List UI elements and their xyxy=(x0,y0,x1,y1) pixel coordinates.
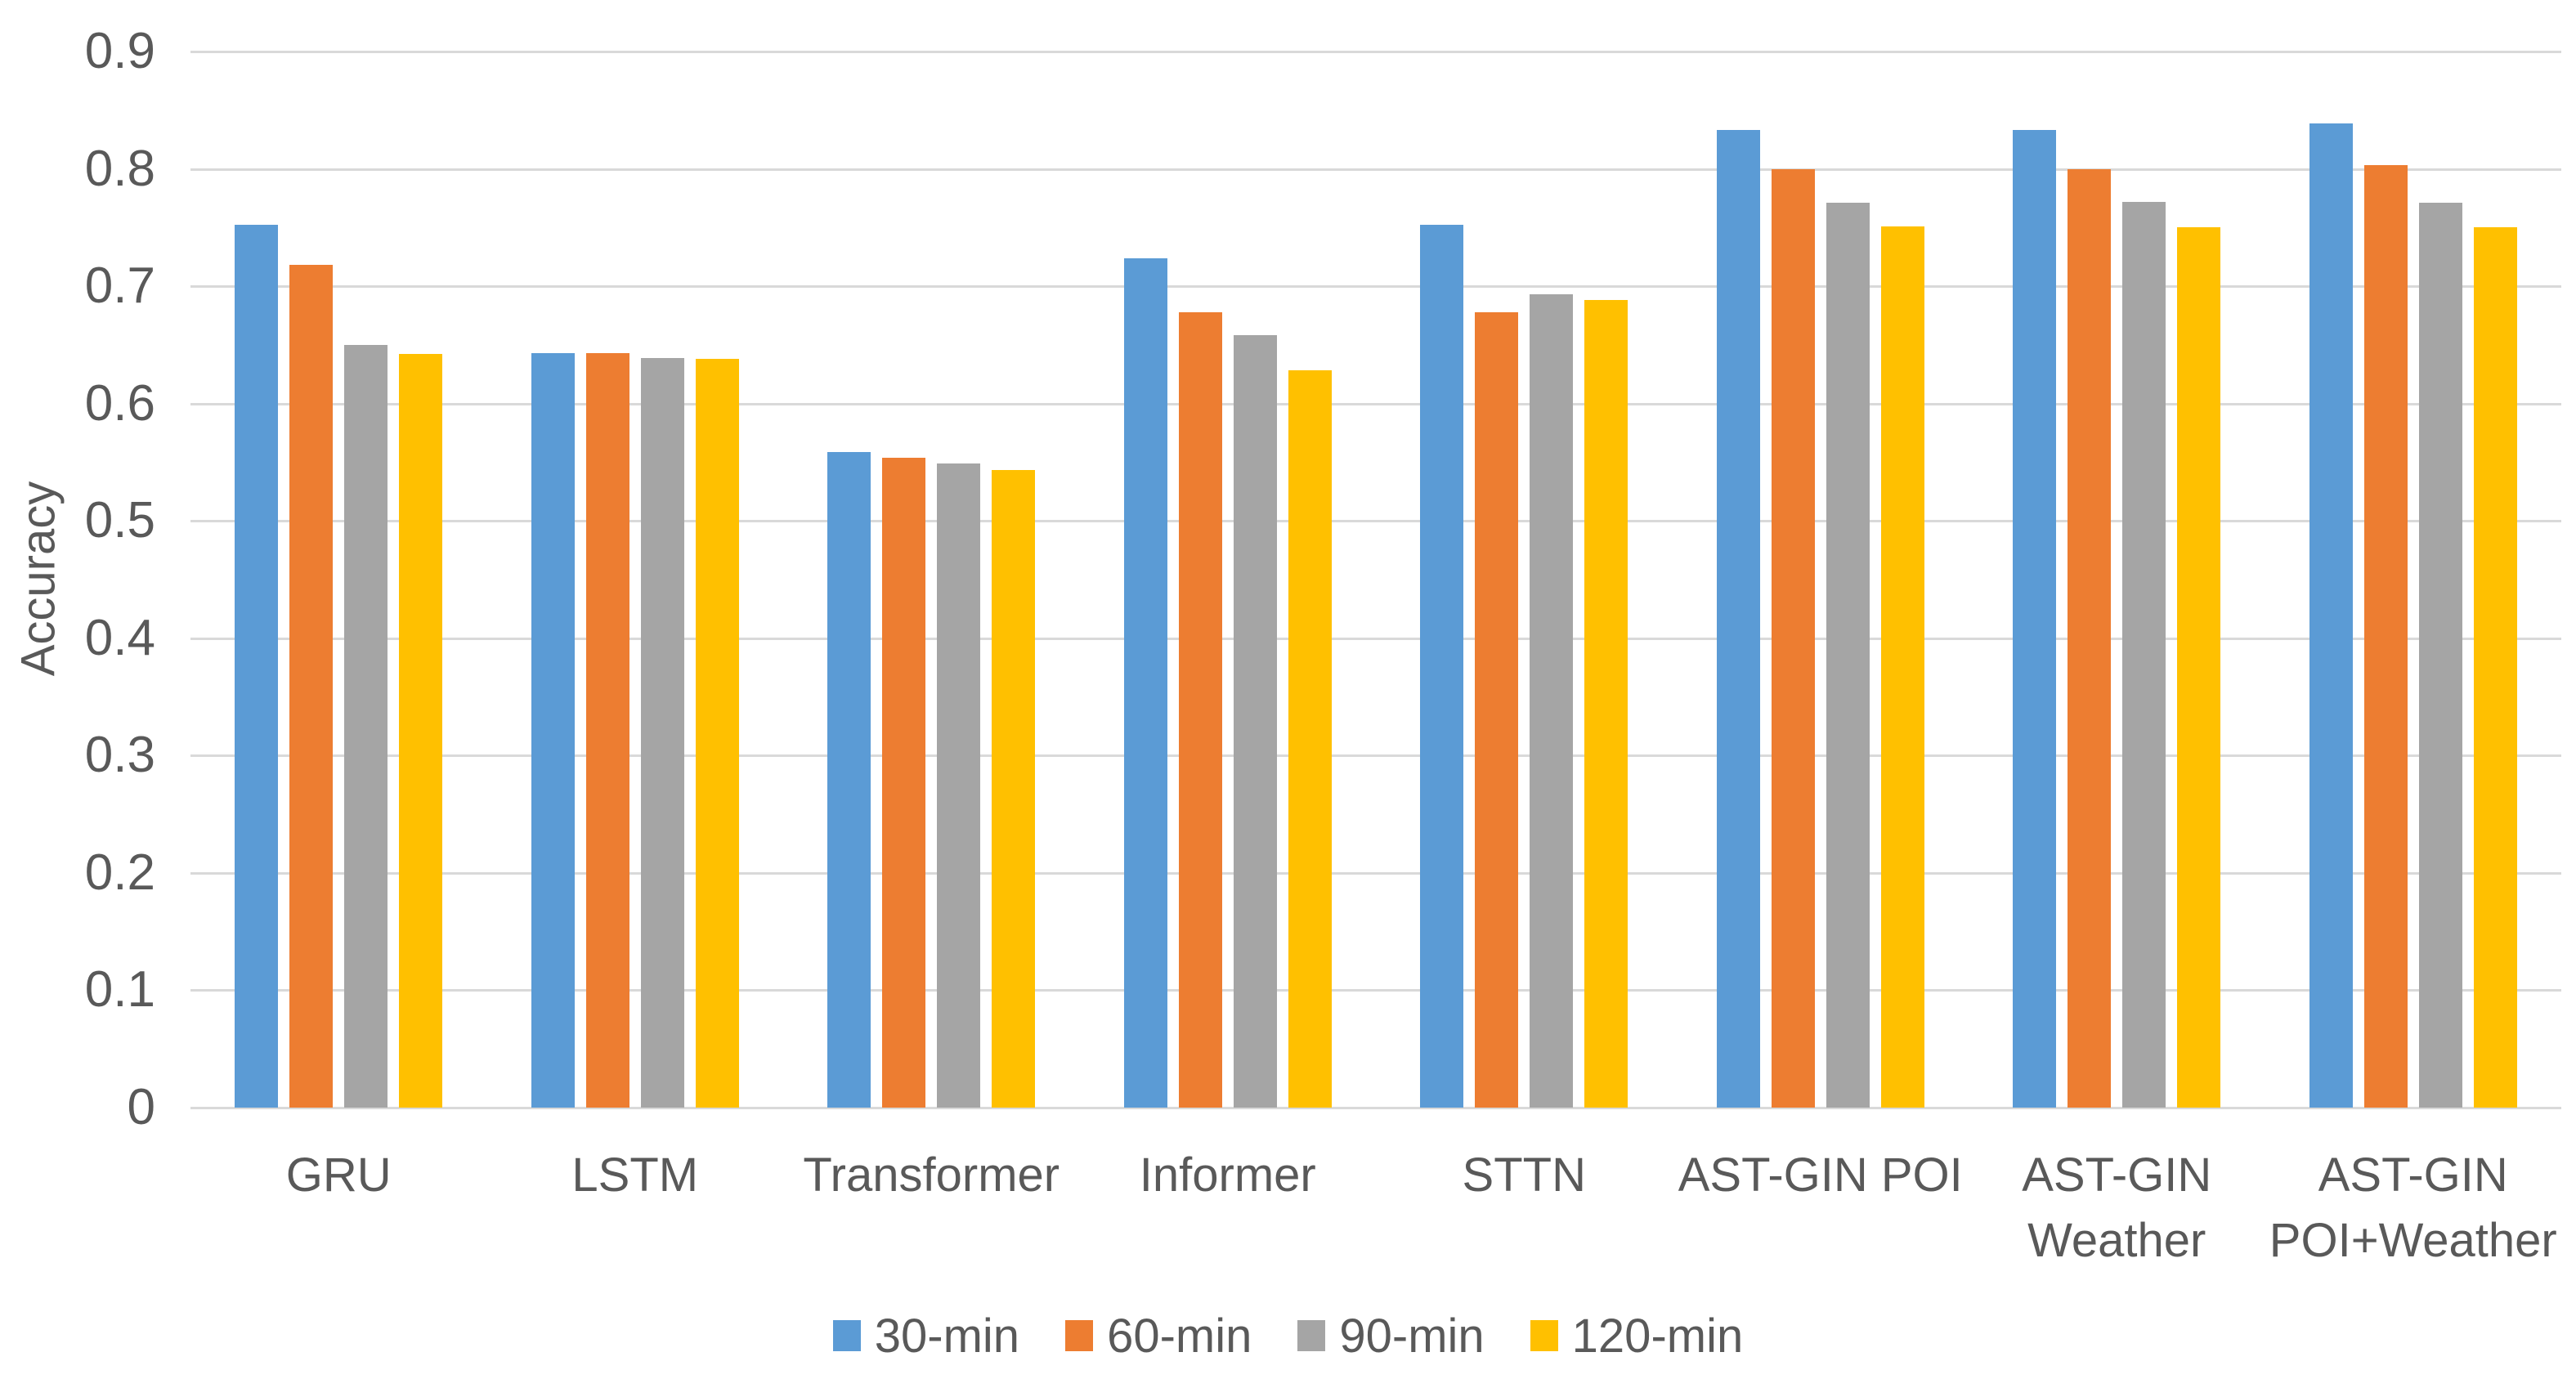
legend-label: 30-min xyxy=(874,1309,1020,1363)
x-axis-label-transformer: Transformer xyxy=(783,1143,1080,1274)
bar-60-min-ast-gin-weather xyxy=(2068,169,2112,1108)
bar-60-min-informer xyxy=(1178,312,1222,1108)
legend-label: 120-min xyxy=(1571,1309,1744,1363)
bar-120-min-informer xyxy=(1288,370,1332,1108)
bar-60-min-lstm xyxy=(585,353,629,1108)
gridline xyxy=(190,754,2561,757)
x-axis-label-line: LSTM xyxy=(571,1148,699,1202)
bar-30-min-sttn xyxy=(1420,225,1464,1108)
bar-90-min-ast-gin-poi xyxy=(1826,203,1870,1108)
legend: 30-min 60-min 90-min 120-min xyxy=(0,1305,2576,1367)
bar-60-min-gru xyxy=(289,265,334,1108)
bar-group-informer xyxy=(1080,51,1377,1108)
gridline xyxy=(190,989,2561,992)
bar-30-min-informer xyxy=(1123,258,1167,1108)
bar-group-ast-gin-poi-weather xyxy=(2265,51,2562,1108)
x-axis-label-line: Transformer xyxy=(803,1148,1060,1202)
bar-30-min-lstm xyxy=(531,353,575,1108)
x-axis-label-line: Informer xyxy=(1139,1148,1316,1202)
bar-90-min-informer xyxy=(1233,335,1277,1108)
bar-90-min-gru xyxy=(344,345,388,1108)
bar-60-min-transformer xyxy=(882,458,926,1108)
legend-marker-icon xyxy=(1065,1320,1094,1351)
legend-marker-icon xyxy=(1530,1320,1558,1351)
bar-120-min-sttn xyxy=(1584,300,1628,1108)
x-axis-label-line: AST-GIN xyxy=(2318,1148,2508,1202)
bar-90-min-ast-gin-weather xyxy=(2122,202,2166,1108)
bar-60-min-ast-gin-poi-weather xyxy=(2363,165,2408,1108)
x-axis-label-lstm: LSTM xyxy=(487,1143,784,1274)
x-axis-labels: GRU LSTM Transformer Informer STTN AST-GIN PO… xyxy=(190,1143,2561,1274)
x-axis-label-sttn: STTN xyxy=(1376,1143,1673,1274)
bar-30-min-transformer xyxy=(827,452,871,1108)
y-tick-label: 0.8 xyxy=(84,141,155,197)
bar-groups xyxy=(190,51,2561,1108)
x-axis-label-ast-gin-poi: AST-GIN POI xyxy=(1673,1143,1969,1274)
bar-90-min-lstm xyxy=(640,358,684,1108)
x-axis-label-ast-gin-weather: AST-GIN Weather xyxy=(1969,1143,2265,1274)
x-axis-label-line: AST-GIN POI xyxy=(1678,1148,1963,1202)
gridline xyxy=(190,520,2561,522)
gridline xyxy=(190,51,2561,53)
bar-group-lstm xyxy=(487,51,784,1108)
bar-90-min-sttn xyxy=(1530,294,1574,1108)
y-tick-label: 0.7 xyxy=(84,257,155,314)
x-axis-label-gru: GRU xyxy=(190,1143,487,1274)
x-axis-label-informer: Informer xyxy=(1080,1143,1377,1274)
y-tick-label: 0.9 xyxy=(84,23,155,79)
bar-120-min-transformer xyxy=(992,470,1036,1108)
x-axis-label-line: Weather xyxy=(2027,1214,2206,1267)
bar-group-ast-gin-poi xyxy=(1673,51,1969,1108)
x-axis-label-line: STTN xyxy=(1462,1148,1586,1202)
legend-marker-icon xyxy=(832,1320,861,1351)
x-axis-label-ast-gin-poi-weather: AST-GIN POI+Weather xyxy=(2265,1143,2562,1274)
bar-120-min-ast-gin-poi-weather xyxy=(2473,227,2517,1108)
bar-30-min-ast-gin-poi-weather xyxy=(2309,123,2353,1108)
gridline xyxy=(190,638,2561,640)
bar-120-min-lstm xyxy=(695,359,739,1108)
legend-item-60-min: 60-min xyxy=(1065,1309,1252,1363)
x-axis-label-line: AST-GIN xyxy=(2022,1148,2212,1202)
y-tick-label: 0.3 xyxy=(84,727,155,783)
legend-label: 90-min xyxy=(1339,1309,1485,1363)
x-axis-label-line: GRU xyxy=(285,1148,392,1202)
bar-group-transformer xyxy=(783,51,1080,1108)
y-tick-label: 0.5 xyxy=(84,492,155,548)
y-tick-label: 0.2 xyxy=(84,844,155,901)
legend-label: 60-min xyxy=(1107,1309,1252,1363)
plot-area xyxy=(190,51,2561,1109)
legend-item-120-min: 120-min xyxy=(1530,1309,1744,1363)
bar-group-ast-gin-weather xyxy=(1969,51,2265,1108)
gridline xyxy=(190,872,2561,875)
y-tick-label: 0.6 xyxy=(84,375,155,432)
bar-group-gru xyxy=(190,51,487,1108)
bar-30-min-ast-gin-poi xyxy=(1716,130,1760,1108)
bar-group-sttn xyxy=(1376,51,1673,1108)
x-axis-label-line: POI+Weather xyxy=(2269,1214,2557,1267)
gridline xyxy=(190,168,2561,171)
y-tick-label: 0 xyxy=(127,1079,155,1135)
gridline xyxy=(190,1107,2561,1109)
bar-120-min-gru xyxy=(399,354,443,1108)
bar-90-min-transformer xyxy=(937,463,981,1108)
bar-120-min-ast-gin-poi xyxy=(1880,226,1924,1108)
y-tick-label: 0.4 xyxy=(84,610,155,666)
legend-marker-icon xyxy=(1297,1320,1326,1351)
bar-60-min-sttn xyxy=(1475,312,1519,1108)
bar-30-min-gru xyxy=(235,225,279,1108)
legend-item-90-min: 90-min xyxy=(1297,1309,1485,1363)
gridline xyxy=(190,403,2561,405)
bar-120-min-ast-gin-weather xyxy=(2177,227,2221,1108)
legend-item-30-min: 30-min xyxy=(832,1309,1020,1363)
bar-90-min-ast-gin-poi-weather xyxy=(2418,203,2462,1108)
gridline xyxy=(190,285,2561,288)
bar-30-min-ast-gin-weather xyxy=(2013,130,2057,1108)
bar-60-min-ast-gin-poi xyxy=(1771,169,1815,1108)
y-tick-label: 0.1 xyxy=(84,961,155,1018)
